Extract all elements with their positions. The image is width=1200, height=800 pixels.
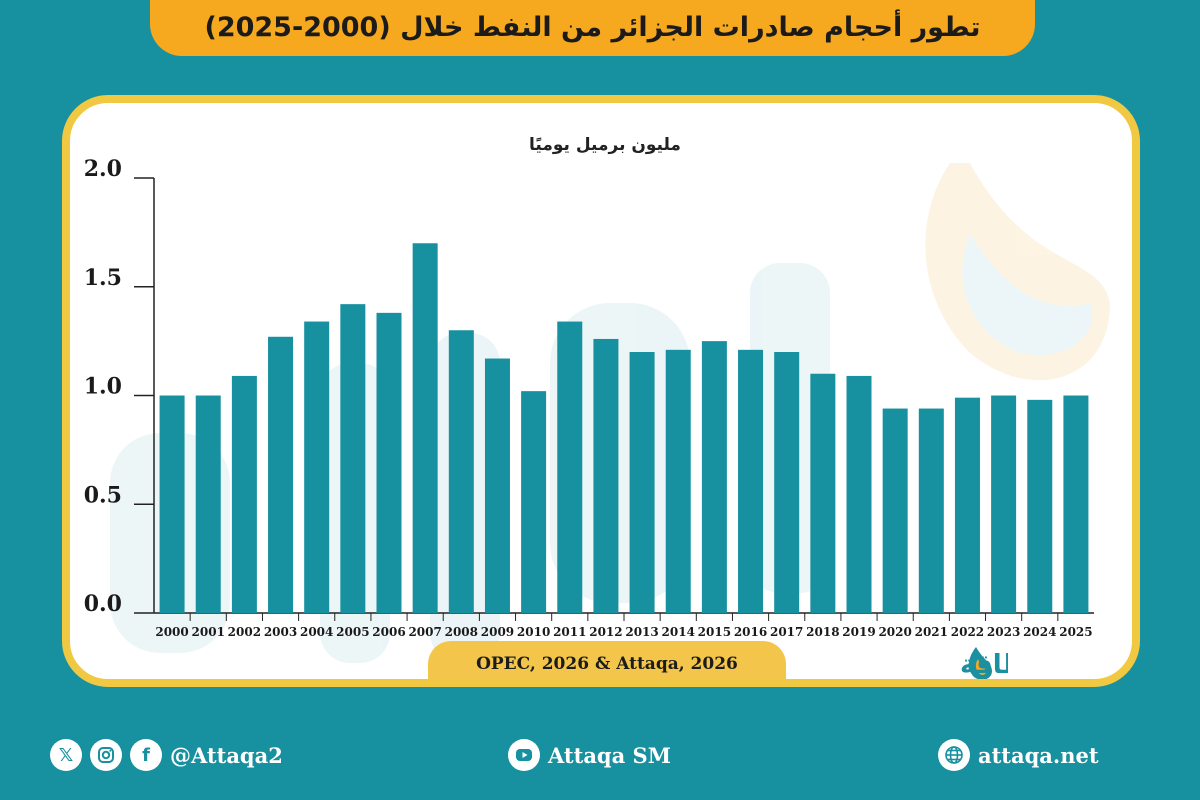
x-tick-label: 2010 bbox=[517, 625, 550, 639]
x-tick-label: 2015 bbox=[698, 625, 731, 639]
x-icon[interactable]: 𝕏 bbox=[50, 739, 82, 771]
source-pill: OPEC, 2026 & Attaqa, 2026 bbox=[428, 641, 786, 679]
brand-name: الطاقة bbox=[960, 650, 1008, 680]
x-tick-label: 2001 bbox=[192, 625, 225, 639]
y-tick-label: 1.0 bbox=[84, 374, 122, 400]
x-tick-label: 2018 bbox=[806, 625, 839, 639]
youtube-link[interactable]: Attaqa SM bbox=[508, 735, 671, 775]
x-tick-label: 2024 bbox=[1023, 625, 1056, 639]
attaqa-logo: الطاقة ATTAQA bbox=[883, 647, 1008, 687]
bar-chart: مليون برميل يوميًا 0.0 0.5 1.0 1.5 2.0 2000 200… bbox=[84, 135, 1094, 639]
x-tick-label: 2013 bbox=[625, 625, 658, 639]
website-url: attaqa.net bbox=[978, 742, 1099, 768]
x-tick-label: 2020 bbox=[878, 625, 911, 639]
source-label: OPEC, 2026 & Attaqa, 2026 bbox=[476, 654, 738, 674]
bar-2012 bbox=[593, 338, 619, 613]
bar-2024 bbox=[1027, 399, 1053, 613]
bar-2021 bbox=[918, 408, 944, 613]
x-tick-label: 2012 bbox=[589, 625, 622, 639]
instagram-icon[interactable] bbox=[90, 739, 122, 771]
bar-2009 bbox=[484, 358, 510, 613]
y-tick-label: 0.5 bbox=[84, 482, 122, 508]
y-tick-label: 2.0 bbox=[84, 156, 122, 182]
y-tick-label: 1.5 bbox=[84, 265, 122, 291]
bar-2019 bbox=[846, 375, 872, 613]
bar-2010 bbox=[521, 391, 547, 613]
x-tick-label: 2021 bbox=[915, 625, 948, 639]
bar-2013 bbox=[629, 352, 655, 613]
x-tick-label: 2019 bbox=[842, 625, 875, 639]
bar-2020 bbox=[882, 408, 908, 613]
social-handle[interactable]: @Attaqa2 bbox=[170, 742, 283, 768]
chart-title: تطور أحجام صادرات الجزائر من النفط خلال … bbox=[204, 11, 981, 43]
bar-2005 bbox=[340, 304, 366, 613]
x-tick-label: 2007 bbox=[408, 625, 441, 639]
bar-2008 bbox=[448, 330, 474, 613]
x-tick-label: 2003 bbox=[264, 625, 297, 639]
x-tick-label: 2006 bbox=[372, 625, 405, 639]
bar-2018 bbox=[810, 373, 836, 613]
bar-2000 bbox=[159, 395, 185, 613]
x-tick-label: 2004 bbox=[300, 625, 333, 639]
facebook-icon[interactable]: f bbox=[130, 739, 162, 771]
x-tick-label: 2008 bbox=[445, 625, 478, 639]
x-tick-label: 2002 bbox=[228, 625, 261, 639]
x-tick-label: 2000 bbox=[155, 625, 188, 639]
bar-2017 bbox=[774, 352, 800, 613]
x-tick-label: 2005 bbox=[336, 625, 369, 639]
bar-2007 bbox=[412, 243, 438, 613]
bar-2006 bbox=[376, 312, 402, 613]
bar-2002 bbox=[231, 375, 257, 613]
chart-card: مليون برميل يوميًا 0.0 0.5 1.0 1.5 2.0 2000 200… bbox=[62, 95, 1140, 687]
youtube-channel: Attaqa SM bbox=[548, 742, 671, 768]
x-tick-label: 2011 bbox=[553, 625, 586, 639]
x-tick-label: 2016 bbox=[734, 625, 767, 639]
x-tick-label: 2023 bbox=[987, 625, 1020, 639]
bar-2014 bbox=[665, 349, 691, 613]
website-link[interactable]: attaqa.net bbox=[938, 735, 1099, 775]
bar-2015 bbox=[701, 341, 727, 613]
y-tick-label: 0.0 bbox=[84, 591, 122, 617]
bar-2004 bbox=[304, 321, 330, 613]
bar-2001 bbox=[195, 395, 221, 613]
watermark-logo bbox=[110, 163, 1110, 663]
youtube-icon bbox=[508, 739, 540, 771]
x-tick-label: 2014 bbox=[662, 625, 695, 639]
bar-2003 bbox=[268, 336, 294, 613]
bar-2022 bbox=[954, 397, 980, 613]
x-tick-label: 2025 bbox=[1059, 625, 1092, 639]
x-tick-label: 2022 bbox=[951, 625, 984, 639]
brand-latin: ATTAQA bbox=[883, 678, 944, 687]
social-links: 𝕏 f @Attaqa2 bbox=[50, 735, 283, 775]
x-tick-label: 2017 bbox=[770, 625, 803, 639]
bar-2011 bbox=[557, 321, 583, 613]
bar-2025 bbox=[1063, 395, 1089, 613]
bar-2016 bbox=[738, 349, 764, 613]
globe-icon bbox=[938, 739, 970, 771]
y-axis-label: مليون برميل يوميًا bbox=[529, 135, 681, 155]
title-banner: تطور أحجام صادرات الجزائر من النفط خلال … bbox=[150, 0, 1035, 56]
bar-2023 bbox=[991, 395, 1017, 613]
x-tick-label: 2009 bbox=[481, 625, 514, 639]
